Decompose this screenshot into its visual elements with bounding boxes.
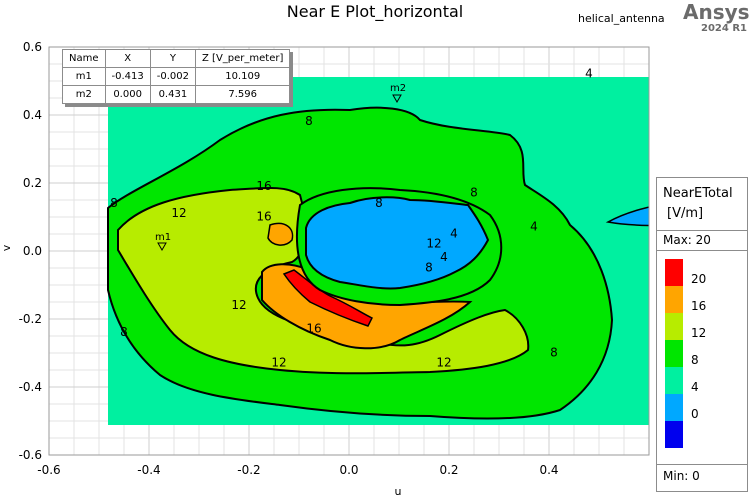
contour-label: 16: [306, 322, 321, 336]
col-name: Name: [62, 49, 106, 68]
version-label: 2024 R1: [701, 23, 747, 34]
cell-z: 10.109: [195, 67, 291, 86]
legend-divider: [657, 230, 747, 231]
legend-swatch: [665, 367, 683, 394]
legend-unit: [V/m]: [667, 206, 704, 221]
contour-label: 4: [530, 220, 538, 234]
contour-label: 8: [110, 196, 118, 210]
marker-table: Name X Y Z [V_per_meter] m1 -0.413 -0.00…: [62, 49, 291, 104]
legend-divider: [657, 250, 747, 251]
axis-ticks: -0.6 -0.4 -0.2 0.0 0.2 0.4 0.6 0.4 0.2 0.0 -0.2 -0.…: [19, 40, 559, 477]
legend-swatch: [665, 259, 683, 286]
marker-table-header: Name X Y Z [V_per_meter]: [62, 49, 291, 68]
x-tick-label: 0.4: [539, 463, 558, 477]
contour-label: 16: [256, 209, 271, 223]
col-x: X: [104, 49, 151, 68]
legend-tick: 16: [691, 299, 707, 313]
x-tick-label: -0.2: [237, 463, 260, 477]
cell-y: 0.431: [149, 85, 197, 104]
plot-border: [48, 46, 650, 456]
contour-label: 4: [440, 250, 448, 264]
contour-label: 8: [120, 325, 128, 339]
cell-x: 0.000: [104, 85, 151, 104]
legend-divider: [657, 464, 747, 465]
contour-label: 8: [375, 196, 383, 210]
svg-text:m2: m2: [390, 83, 406, 94]
x-tick-label: -0.6: [37, 463, 60, 477]
y-tick-label: 0.4: [23, 108, 42, 122]
legend-swatch: [665, 286, 683, 313]
col-z: Z [V_per_meter]: [195, 49, 291, 68]
legend-tick: 12: [691, 326, 707, 340]
design-name: helical_antenna: [578, 12, 665, 25]
contour-label: 12: [271, 356, 286, 370]
contour-label: 12: [426, 237, 441, 251]
chart-title: Near E Plot_horizontal: [286, 2, 464, 21]
legend-swatch: [665, 340, 683, 367]
region-0-4-corner: [673, 77, 685, 112]
x-tick-label: -0.4: [137, 463, 160, 477]
legend-swatch: [665, 313, 683, 340]
y-tick-label: -0.6: [19, 448, 42, 462]
legend-title: NearETotal: [663, 186, 733, 201]
region-16-20-left: [267, 222, 294, 246]
y-axis-label: v: [0, 244, 13, 251]
contour-label: 12: [231, 298, 246, 312]
contour-label: 4: [585, 67, 593, 81]
region-12-16: [117, 186, 530, 375]
marker-m2[interactable]: m2: [390, 83, 406, 104]
legend-tick: 4: [691, 380, 699, 394]
contour-label: 8: [470, 186, 478, 200]
legend-max: Max: 20: [663, 233, 711, 247]
brand-logo: Ansys: [683, 0, 750, 24]
color-legend[interactable]: NearETotal [V/m] Max: 20 20 16 12 8 4 0 Min: …: [656, 177, 748, 492]
marker-row[interactable]: m2 0.000 0.431 7.596: [62, 85, 291, 104]
cell-name: m1: [62, 67, 106, 86]
contour-label: 12: [436, 356, 451, 370]
contour-label: 16: [256, 179, 271, 193]
contour-label: 4: [450, 226, 458, 240]
y-tick-label: 0.2: [23, 176, 42, 190]
legend-tick: 0: [691, 407, 699, 421]
legend-tick: 8: [691, 353, 699, 367]
region-0-4-edge: [605, 206, 649, 227]
y-tick-label: -0.4: [19, 380, 42, 394]
contour-label: 8: [425, 260, 433, 274]
cell-x: -0.413: [104, 67, 151, 86]
cell-name: m2: [62, 85, 106, 104]
legend-min: Min: 0: [663, 469, 700, 483]
x-tick-label: 0.0: [339, 463, 358, 477]
cell-y: -0.002: [149, 67, 197, 86]
y-tick-label: 0.6: [23, 40, 42, 54]
marker-row[interactable]: m1 -0.413 -0.002 10.109: [62, 67, 291, 86]
contour-label: 8: [550, 345, 558, 359]
x-axis-label: u: [395, 485, 402, 498]
col-y: Y: [149, 49, 197, 68]
marker-m1[interactable]: m1: [155, 232, 171, 252]
y-tick-label: 0.0: [23, 244, 42, 258]
cell-z: 7.596: [195, 85, 291, 104]
x-tick-label: 0.2: [439, 463, 458, 477]
legend-swatch: [665, 421, 683, 448]
y-tick-label: -0.2: [19, 312, 42, 326]
svg-text:m1: m1: [155, 232, 171, 243]
legend-swatch: [665, 394, 683, 421]
contour-label: 8: [305, 114, 313, 128]
region-0-4-center: [305, 196, 490, 290]
legend-tick: 20: [691, 272, 707, 286]
contour-label: 12: [171, 206, 186, 220]
